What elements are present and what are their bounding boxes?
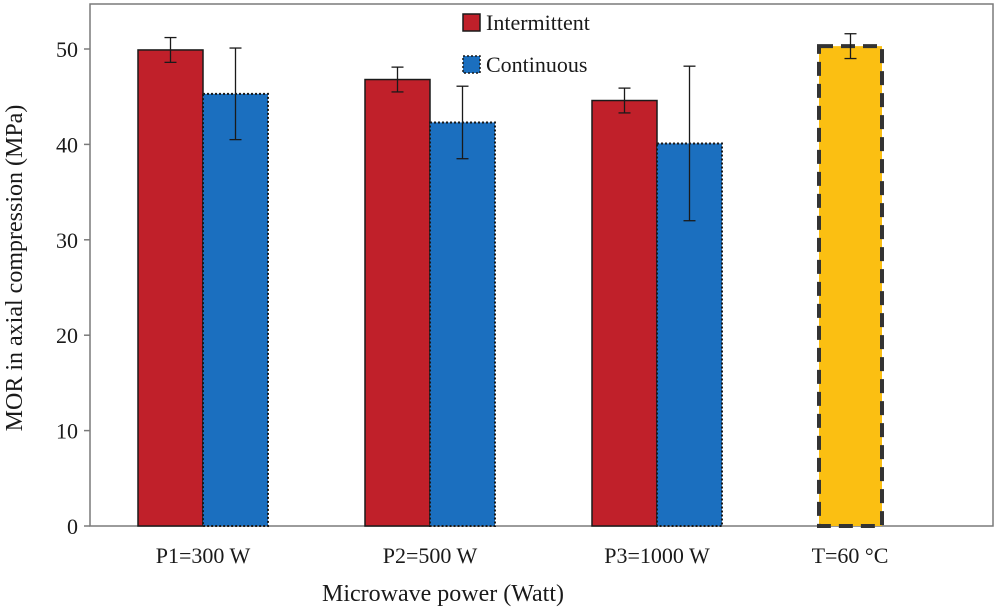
x-tick-label-t-60-c: T=60 °C bbox=[812, 543, 889, 568]
y-axis-title: MOR in axial compression (MPa) bbox=[2, 105, 28, 432]
plot-area-border bbox=[89, 3, 994, 527]
plot-frame bbox=[89, 3, 994, 527]
legend-swatch-continuous bbox=[462, 55, 481, 74]
bar-intermittent-p2-500-w bbox=[364, 78, 431, 527]
y-tick-label: 20 bbox=[56, 323, 78, 348]
error-bars bbox=[164, 33, 857, 222]
x-tick-label-p2-500-w: P2=500 W bbox=[383, 543, 478, 568]
bar-continuous-p2-500-w bbox=[429, 121, 496, 527]
bar-continuous-p1-300-w bbox=[202, 92, 269, 527]
y-tick-label: 0 bbox=[67, 514, 78, 539]
x-axis-title: Microwave power (Watt) bbox=[322, 581, 564, 607]
legend: Intermittent Continuous bbox=[462, 10, 590, 77]
bars bbox=[137, 44, 884, 528]
legend-swatch-intermittent bbox=[462, 13, 481, 32]
bar-intermittent-p3-1000-w bbox=[591, 99, 658, 527]
y-tick-label: 40 bbox=[56, 132, 78, 157]
y-tick-label: 30 bbox=[56, 228, 78, 253]
x-tick-label-p1-300-w: P1=300 W bbox=[156, 543, 251, 568]
y-tick-label: 50 bbox=[56, 37, 78, 62]
bar-t-60-c-t-60-c bbox=[817, 44, 884, 528]
legend-label-continuous: Continuous bbox=[486, 52, 587, 77]
y-tick-label: 10 bbox=[56, 419, 78, 444]
x-tick-label-p3-1000-w: P3=1000 W bbox=[604, 543, 710, 568]
y-axis-ticks: 0 10 20 30 40 50 bbox=[56, 37, 90, 539]
bar-intermittent-p1-300-w bbox=[137, 49, 204, 527]
legend-label-intermittent: Intermittent bbox=[486, 10, 590, 35]
x-axis-categories: P1=300 W P2=500 W P3=1000 W T=60 °C bbox=[156, 543, 889, 568]
